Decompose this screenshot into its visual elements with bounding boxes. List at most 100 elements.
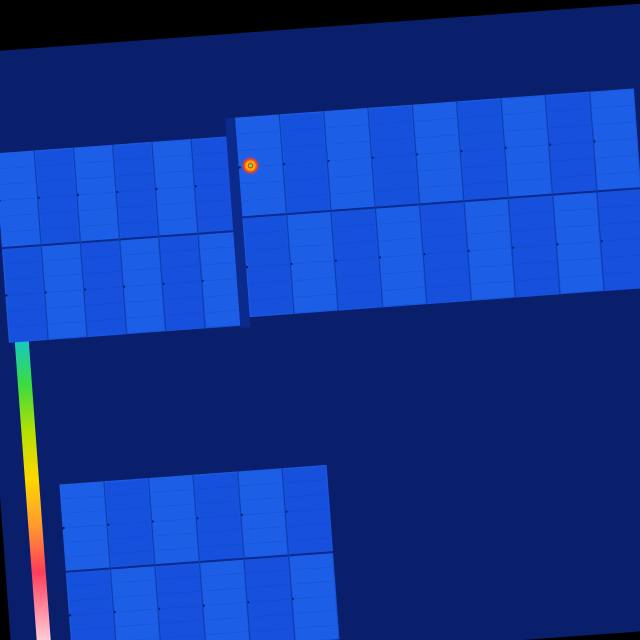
cell-line xyxy=(553,174,594,179)
cell-line xyxy=(198,514,239,519)
cell-line xyxy=(78,191,115,196)
cell-line xyxy=(39,194,75,198)
cell-line xyxy=(247,263,289,268)
cell-line xyxy=(283,144,325,148)
cell-line xyxy=(204,293,240,297)
cell-line xyxy=(153,518,195,522)
cell-line xyxy=(127,315,163,319)
cell-line xyxy=(37,163,73,167)
cell-line xyxy=(203,278,239,282)
cell-line xyxy=(196,183,232,187)
cell-line xyxy=(7,292,43,296)
cell-line xyxy=(115,608,157,613)
cell-line xyxy=(62,495,103,500)
cell-line xyxy=(241,497,283,501)
cell-line xyxy=(383,287,424,291)
cell-line xyxy=(335,240,376,245)
cell-line xyxy=(244,540,286,545)
solar-module xyxy=(113,143,158,239)
cell-line xyxy=(372,137,413,142)
cell-line xyxy=(548,108,589,112)
solar-module xyxy=(194,472,243,561)
cell-line xyxy=(163,265,199,269)
cell-line xyxy=(160,605,201,609)
cell-line xyxy=(559,257,600,262)
cell-line xyxy=(239,147,280,152)
solar-module xyxy=(332,208,382,310)
cell-line xyxy=(371,121,412,125)
cell-line xyxy=(158,590,200,595)
cell-line xyxy=(45,273,81,277)
cell-line xyxy=(157,186,193,190)
top-left-array xyxy=(0,136,245,343)
cell-line xyxy=(114,594,156,598)
array-gap xyxy=(224,117,251,328)
cell-line xyxy=(241,180,283,185)
solar-module xyxy=(598,189,640,290)
cell-line xyxy=(423,234,465,238)
solar-module xyxy=(287,212,337,313)
cell-line xyxy=(204,602,246,606)
solar-module xyxy=(289,553,339,640)
solar-module xyxy=(502,96,552,197)
cell-line xyxy=(44,258,80,262)
module-separator xyxy=(103,481,118,640)
cell-line xyxy=(125,283,161,287)
cell-line xyxy=(462,147,503,152)
cell-line xyxy=(161,249,198,253)
module-separator xyxy=(192,474,207,640)
module-clamp xyxy=(68,614,72,617)
cell-line xyxy=(511,211,552,215)
solar-module xyxy=(199,232,243,328)
solar-module xyxy=(283,466,332,555)
solar-module xyxy=(324,109,374,210)
cell-line xyxy=(376,187,417,192)
module-separator xyxy=(411,104,428,305)
cell-line xyxy=(334,224,375,228)
cell-line xyxy=(116,173,153,177)
cell-line xyxy=(507,161,549,165)
cell-line xyxy=(336,257,377,261)
cell-line xyxy=(77,176,113,180)
cell-line xyxy=(202,262,238,266)
cell-line xyxy=(426,267,467,271)
solar-module xyxy=(156,563,205,640)
cell-line xyxy=(194,151,230,155)
top-right-array xyxy=(234,88,640,318)
cell-line xyxy=(5,260,41,264)
cell-line xyxy=(69,597,111,601)
cell-line xyxy=(123,268,160,272)
solar-module xyxy=(111,566,160,640)
cell-line xyxy=(602,237,640,242)
solar-module xyxy=(60,482,110,571)
cell-line xyxy=(506,144,547,149)
cell-line xyxy=(66,553,108,558)
cell-line xyxy=(199,529,240,533)
module-separator xyxy=(323,111,339,311)
cell-line xyxy=(9,324,45,328)
cell-line xyxy=(558,241,599,245)
cell-line xyxy=(422,217,464,222)
solar-module xyxy=(192,137,236,233)
cell-line xyxy=(597,171,639,175)
cell-line xyxy=(109,521,150,525)
cell-line xyxy=(116,623,158,627)
solar-module xyxy=(67,569,116,640)
cell-line xyxy=(108,506,149,511)
cell-line xyxy=(249,598,290,603)
solar-module xyxy=(200,559,250,640)
solar-module xyxy=(81,240,126,336)
solar-module xyxy=(465,199,515,300)
cell-line xyxy=(378,220,419,225)
cell-line xyxy=(284,160,326,165)
module-separator xyxy=(588,91,605,292)
cell-line xyxy=(201,246,237,250)
cell-line xyxy=(374,171,416,175)
cell-line xyxy=(243,526,285,530)
cell-line xyxy=(0,197,36,201)
cell-line xyxy=(70,612,112,616)
solar-module xyxy=(243,215,293,316)
cell-line xyxy=(468,231,509,235)
cell-line xyxy=(81,223,117,227)
